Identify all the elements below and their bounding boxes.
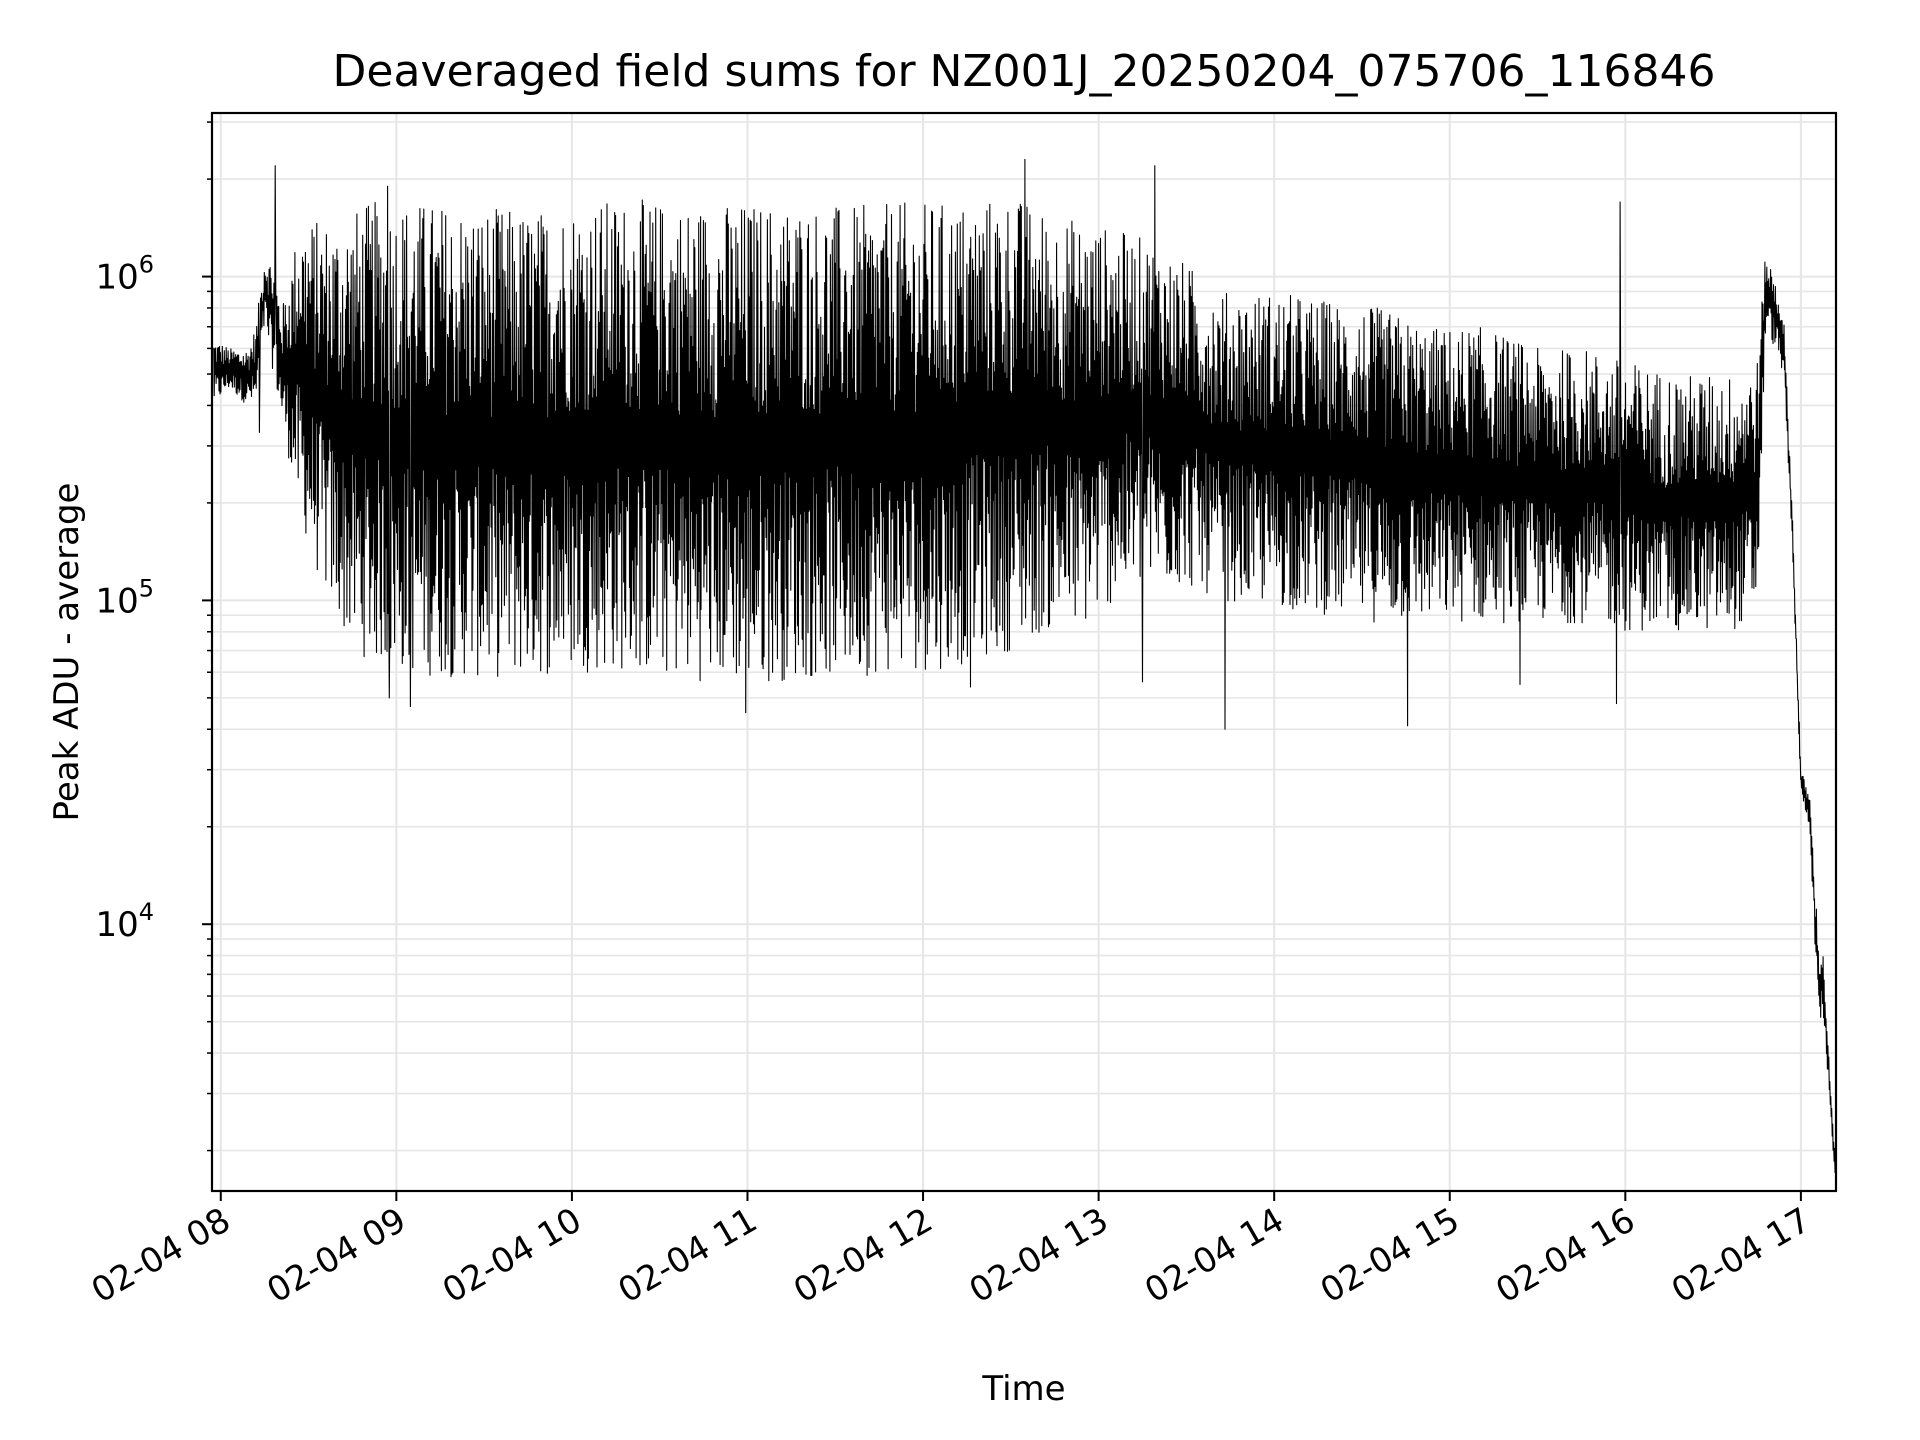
x-axis-label: Time: [981, 1369, 1065, 1409]
y-axis-label: Peak ADU - average: [47, 483, 87, 822]
chart-title: Deaveraged field sums for NZ001J_2025020…: [333, 46, 1716, 97]
y-tick-label: 105: [95, 574, 154, 621]
plot-frame: [210, 111, 1838, 1193]
y-tick-exponent: 6: [139, 251, 154, 279]
y-tick-exponent: 5: [139, 574, 154, 602]
plot-area: [213, 158, 1837, 1190]
series-line: [213, 158, 1837, 1190]
y-tick-exponent: 4: [139, 898, 154, 926]
